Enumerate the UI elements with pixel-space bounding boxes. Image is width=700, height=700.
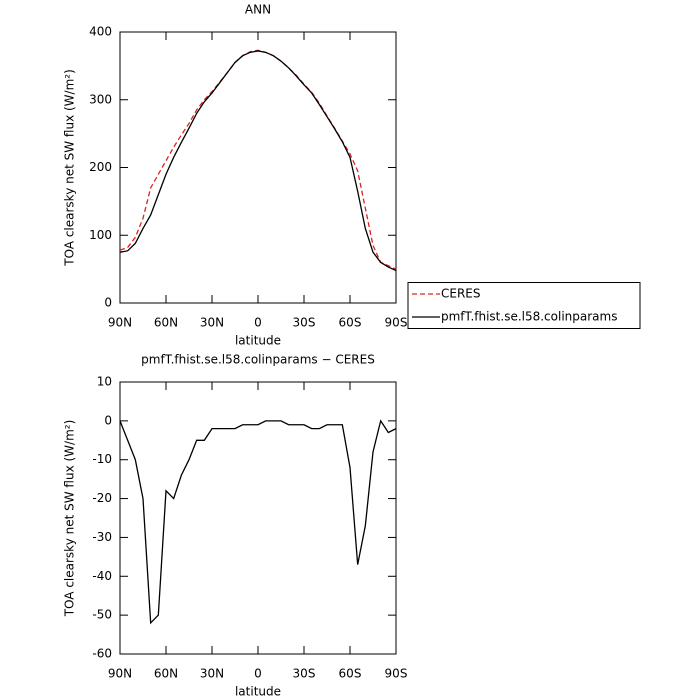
legend-box [407,282,641,329]
x-tick-label: 30S [293,316,316,330]
y-tick-label: 0 [104,413,112,427]
x-tick-label: 0 [254,667,262,681]
x-tick-label: 90S [385,316,408,330]
x-tick-label: 30N [200,667,224,681]
x-axis-label: latitude [235,334,281,348]
legend-label: CERES [441,287,481,301]
y-tick-label: -60 [92,647,112,661]
y-axis-label: TOA clearsky net SW flux (W/m²) [63,420,77,618]
y-tick-label: 0 [104,296,112,310]
x-tick-label: 30N [200,316,224,330]
x-axis-label: latitude [235,685,281,699]
chart-title: ANN [245,3,271,17]
legend-label: pmfT.fhist.se.l58.colinparams [441,310,617,324]
x-tick-label: 0 [254,316,262,330]
chart-title: pmfT.fhist.se.l58.colinparams − CERES [141,353,375,367]
y-tick-label: -50 [92,608,112,622]
x-tick-label: 60N [154,316,178,330]
x-tick-label: 60N [154,667,178,681]
y-tick-label: 100 [89,228,112,242]
y-axis-label: TOA clearsky net SW flux (W/m²) [63,69,77,267]
x-tick-label: 60S [339,667,362,681]
y-tick-label: 400 [89,25,112,39]
plot-frame [119,31,397,304]
y-tick-label: -30 [92,530,112,544]
x-tick-label: 90S [385,667,408,681]
data-line [119,50,397,272]
y-tick-label: 10 [97,375,112,389]
x-tick-label: 90N [108,667,132,681]
x-tick-label: 30S [293,667,316,681]
data-line [119,49,397,270]
x-tick-label: 60S [339,316,362,330]
y-tick-label: -20 [92,491,112,505]
y-tick-label: 300 [89,92,112,106]
data-line [119,419,397,625]
y-tick-label: -40 [92,569,112,583]
y-tick-label: -10 [92,452,112,466]
x-tick-label: 90N [108,316,132,330]
y-tick-label: 200 [89,160,112,174]
